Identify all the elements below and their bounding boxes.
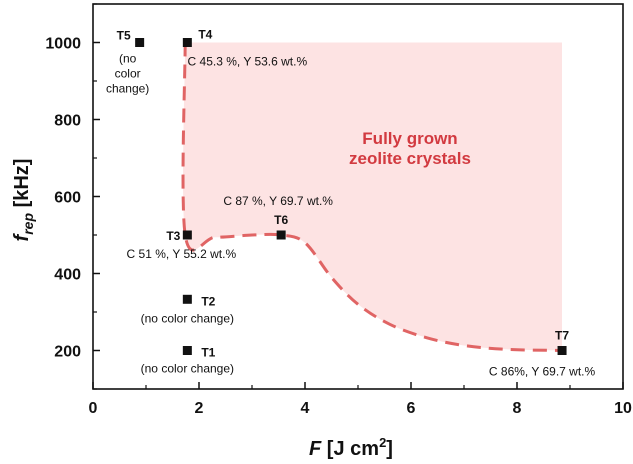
- y-tick-label-1: 400: [54, 267, 81, 284]
- point-note-T5-1: color: [115, 67, 141, 81]
- point-label-T4: T4: [198, 28, 212, 42]
- x-tick-label-1: 2: [195, 400, 204, 417]
- point-note-T6-0: C 87 %, Y 69.7 wt.%: [223, 194, 333, 208]
- data-points: T1 (no color change) T2 (no color change) T3…: [106, 28, 596, 379]
- point-marker-T3: [182, 230, 192, 240]
- point-label-T5: T5: [117, 29, 131, 43]
- point-label-T1: T1: [201, 346, 215, 360]
- x-tick-label-0: 0: [89, 400, 98, 417]
- point-note-T5-2: change): [106, 82, 149, 96]
- x-axis-title: F [J cm2]: [309, 435, 393, 460]
- point-note-T2-0: (no color change): [141, 311, 234, 325]
- point-note-T7-0: C 86%, Y 69.7 wt.%: [489, 365, 596, 379]
- point-note-T4-0: C 45.3 %, Y 53.6 wt.%: [188, 55, 308, 69]
- point-marker-T7: [557, 346, 567, 355]
- point-label-T2: T2: [201, 294, 215, 308]
- point-label-T3: T3: [166, 229, 180, 243]
- y-tick-label-3: 800: [54, 113, 81, 130]
- y-axis-title: frep [kHz]: [11, 159, 36, 242]
- point-note-T5-0: (no: [119, 52, 137, 66]
- x-tick-label-3: 6: [407, 400, 416, 417]
- point-note-T1-0: (no color change): [141, 362, 234, 376]
- region-fill: [183, 42, 562, 351]
- point-marker-T2: [182, 294, 192, 304]
- point-marker-T4: [182, 38, 192, 47]
- y-tick-label-0: 200: [54, 344, 81, 361]
- point-marker-T1: [182, 346, 192, 355]
- region-boundary: [181, 42, 563, 352]
- x-tick-label-2: 4: [301, 400, 310, 417]
- point-note-T3-0: C 51 %, Y 55.2 wt.%: [127, 247, 237, 261]
- y-tick-label-4: 1000: [45, 36, 81, 53]
- x-axis: 0 2 4 6 8 10: [89, 382, 632, 417]
- point-label-T6: T6: [274, 213, 288, 227]
- y-tick-label-2: 600: [54, 190, 81, 207]
- x-tick-label-5: 10: [614, 400, 632, 417]
- point-marker-T5: [135, 38, 145, 47]
- region-label-line-1: Fully grown: [362, 129, 457, 148]
- point-label-T7: T7: [555, 329, 569, 343]
- y-axis: 200 400 600 800 1000: [45, 3, 100, 390]
- point-marker-T6: [276, 230, 286, 240]
- x-tick-label-4: 8: [513, 400, 522, 417]
- region-label-line-2: zeolite crystals: [349, 149, 471, 168]
- region: Fully grown zeolite crystals: [181, 42, 563, 352]
